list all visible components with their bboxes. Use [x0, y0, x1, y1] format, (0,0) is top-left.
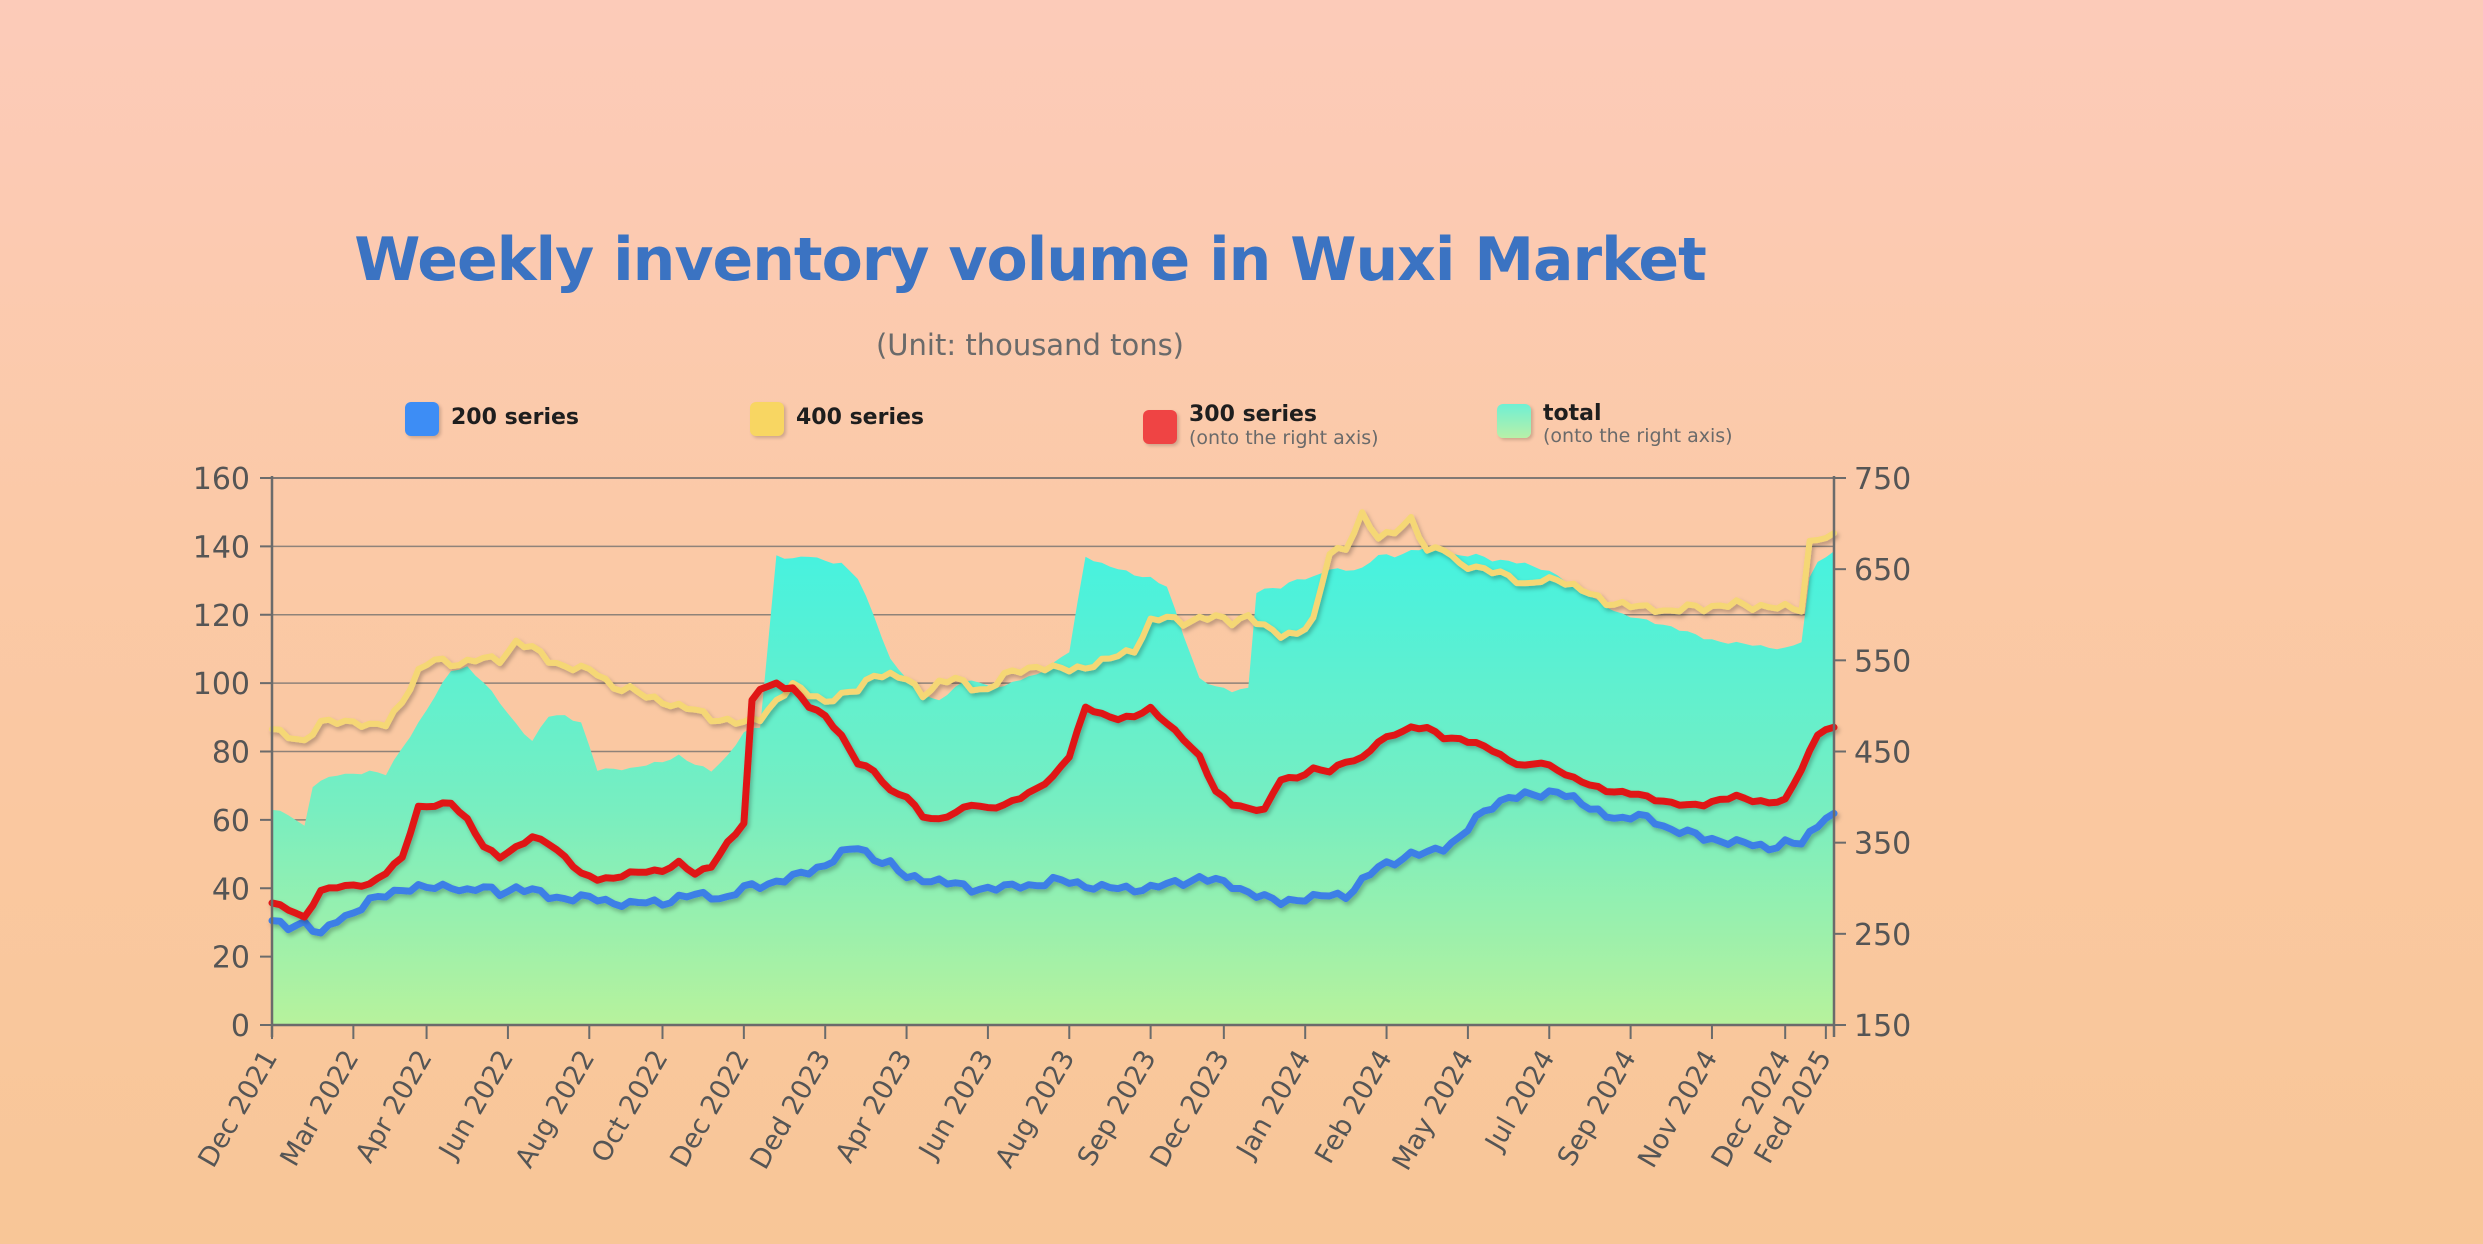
legend-label-300-series: 300 series — [1189, 402, 1318, 427]
legend-swatch-300-series — [1143, 410, 1177, 444]
x-tick-label: Sep 2024 — [1552, 1045, 1643, 1172]
y-left-tick-label: 160 — [193, 462, 250, 497]
series-line-300-series — [268, 679, 1838, 921]
chart-subtitle: (Unit: thousand tons) — [875, 328, 1184, 362]
legend-swatch-total — [1497, 404, 1531, 438]
y-right-tick-label: 450 — [1854, 736, 1911, 771]
y-right-tick-label: 650 — [1854, 553, 1911, 588]
y-right-tick-label: 750 — [1854, 462, 1911, 497]
legend-label-200-series: 200 series — [451, 405, 580, 430]
x-tick-label: Jun 2022 — [432, 1045, 520, 1166]
legend-swatch-400-series — [750, 402, 784, 436]
x-tick-label: Aug 2023 — [989, 1045, 1081, 1173]
y-left-tick-label: 60 — [212, 804, 250, 839]
line-layer — [268, 509, 1838, 937]
legend-note-total: (onto the right axis) — [1543, 425, 1733, 447]
x-tick-label: Apr 2023 — [830, 1045, 919, 1168]
y-right-tick-label: 550 — [1854, 644, 1911, 679]
x-tick-label: Jan 2024 — [1230, 1045, 1317, 1165]
x-tick-label: May 2024 — [1387, 1045, 1480, 1176]
y-left-tick-label: 20 — [212, 941, 250, 976]
x-tick-label: Feb 2024 — [1309, 1045, 1398, 1169]
legend-label-total: total — [1543, 401, 1602, 426]
legend-note-300-series: (onto the right axis) — [1189, 427, 1379, 449]
y-right-tick-label: 350 — [1854, 827, 1911, 862]
x-tick-label: Ded 2023 — [745, 1045, 838, 1175]
y-left-tick-label: 140 — [193, 530, 250, 565]
y-left-tick-label: 40 — [212, 872, 250, 907]
y-left-tick-label: 120 — [193, 599, 250, 634]
y-left-tick-label: 100 — [193, 667, 250, 702]
x-tick-label: Dec 2022 — [664, 1045, 756, 1173]
y-right-tick-label: 150 — [1854, 1009, 1911, 1044]
x-tick-label: Jul 2024 — [1479, 1045, 1562, 1157]
x-tick-label: Dec 2021 — [192, 1045, 284, 1173]
series-line-200-series — [268, 787, 1838, 937]
legend-swatch-200-series — [405, 402, 439, 436]
chart-title: Weekly inventory volume in Wuxi Market — [354, 225, 1707, 295]
y-right-tick-label: 250 — [1854, 918, 1911, 953]
legend-label-400-series: 400 series — [796, 405, 925, 430]
y-left-tick-label: 80 — [212, 736, 250, 771]
x-tick-label: Jun 2023 — [912, 1045, 1000, 1166]
y-left-tick-label: 0 — [231, 1009, 250, 1044]
series-line-400-series — [269, 509, 1837, 744]
